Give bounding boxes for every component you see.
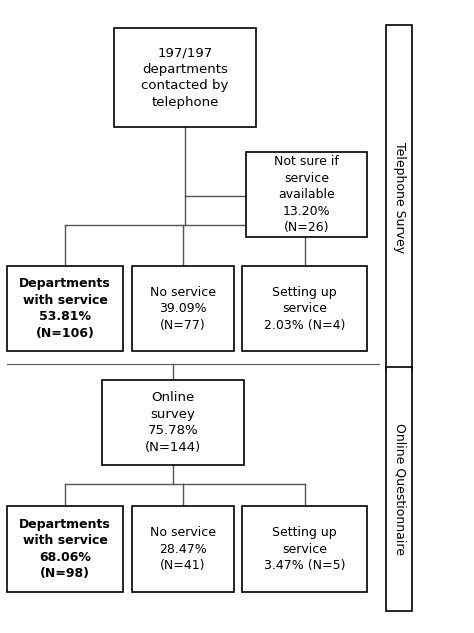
FancyBboxPatch shape <box>246 152 367 237</box>
Text: Departments
with service
68.06%
(N=98): Departments with service 68.06% (N=98) <box>19 518 111 580</box>
FancyBboxPatch shape <box>386 367 412 611</box>
Text: Online Questionnaire: Online Questionnaire <box>393 423 406 555</box>
Text: Departments
with service
53.81%
(N=106): Departments with service 53.81% (N=106) <box>19 277 111 340</box>
Text: Setting up
service
3.47% (N=5): Setting up service 3.47% (N=5) <box>264 526 345 572</box>
Text: Telephone Survey: Telephone Survey <box>393 142 406 253</box>
FancyBboxPatch shape <box>7 266 123 351</box>
Text: No service
28.47%
(N=41): No service 28.47% (N=41) <box>150 526 216 572</box>
FancyBboxPatch shape <box>242 266 367 351</box>
Text: Online
survey
75.78%
(N=144): Online survey 75.78% (N=144) <box>145 391 201 454</box>
Text: Setting up
service
2.03% (N=4): Setting up service 2.03% (N=4) <box>264 285 345 332</box>
FancyBboxPatch shape <box>114 28 256 127</box>
FancyBboxPatch shape <box>132 506 234 592</box>
FancyBboxPatch shape <box>7 506 123 592</box>
Text: No service
39.09%
(N=77): No service 39.09% (N=77) <box>150 285 216 332</box>
FancyBboxPatch shape <box>242 506 367 592</box>
FancyBboxPatch shape <box>132 266 234 351</box>
Text: Not sure if
service
available
13.20%
(N=26): Not sure if service available 13.20% (N=… <box>274 155 339 234</box>
FancyBboxPatch shape <box>102 380 244 465</box>
Text: 197/197
departments
contacted by
telephone: 197/197 departments contacted by telepho… <box>141 46 228 109</box>
FancyBboxPatch shape <box>386 25 412 370</box>
